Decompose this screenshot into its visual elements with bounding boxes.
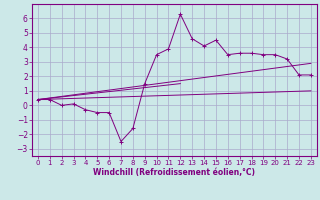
X-axis label: Windchill (Refroidissement éolien,°C): Windchill (Refroidissement éolien,°C) [93,168,255,177]
